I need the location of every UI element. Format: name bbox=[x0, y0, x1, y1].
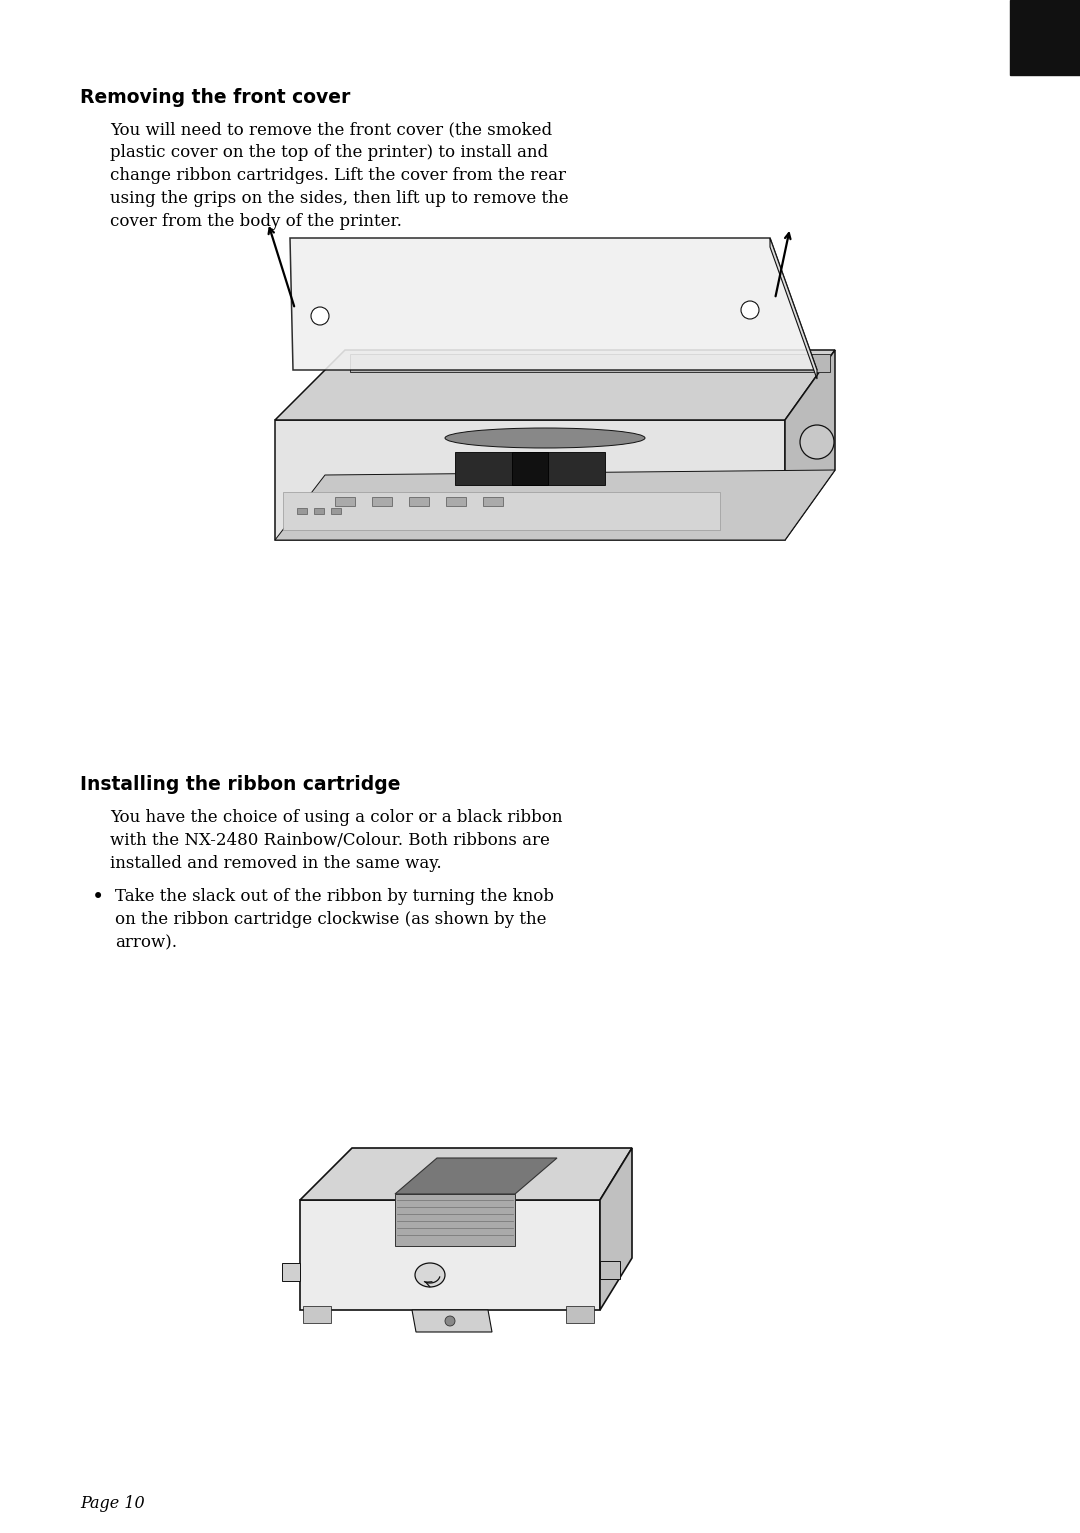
Text: plastic cover on the top of the printer) to install and: plastic cover on the top of the printer)… bbox=[110, 144, 549, 161]
Bar bbox=[303, 1306, 330, 1323]
Polygon shape bbox=[275, 420, 785, 540]
Text: You will need to remove the front cover (the smoked: You will need to remove the front cover … bbox=[110, 121, 552, 138]
Bar bbox=[314, 507, 324, 514]
Bar bbox=[512, 452, 548, 484]
Ellipse shape bbox=[800, 425, 834, 458]
Bar bbox=[446, 497, 465, 506]
Polygon shape bbox=[395, 1194, 515, 1246]
Ellipse shape bbox=[415, 1263, 445, 1288]
Text: change ribbon cartridges. Lift the cover from the rear: change ribbon cartridges. Lift the cover… bbox=[110, 167, 566, 184]
Text: Page 10: Page 10 bbox=[80, 1495, 145, 1512]
Ellipse shape bbox=[445, 428, 645, 448]
Text: arrow).: arrow). bbox=[114, 934, 177, 950]
Polygon shape bbox=[282, 1263, 300, 1282]
Text: Installing the ribbon cartridge: Installing the ribbon cartridge bbox=[80, 776, 401, 794]
Polygon shape bbox=[291, 238, 816, 369]
Circle shape bbox=[741, 300, 759, 319]
Text: Removing the front cover: Removing the front cover bbox=[80, 87, 350, 107]
Text: installed and removed in the same way.: installed and removed in the same way. bbox=[110, 855, 442, 872]
Polygon shape bbox=[600, 1148, 632, 1311]
Bar bbox=[566, 1306, 594, 1323]
Text: on the ribbon cartridge clockwise (as shown by the: on the ribbon cartridge clockwise (as sh… bbox=[114, 911, 546, 927]
Polygon shape bbox=[455, 452, 605, 484]
Text: with the NX-2480 Rainbow/Colour. Both ribbons are: with the NX-2480 Rainbow/Colour. Both ri… bbox=[110, 832, 550, 849]
Polygon shape bbox=[275, 471, 835, 540]
Polygon shape bbox=[600, 1262, 620, 1279]
Circle shape bbox=[311, 307, 329, 325]
Text: You have the choice of using a color or a black ribbon: You have the choice of using a color or … bbox=[110, 809, 563, 826]
Bar bbox=[483, 497, 503, 506]
Bar bbox=[330, 507, 341, 514]
Bar bbox=[335, 497, 355, 506]
Polygon shape bbox=[770, 238, 816, 379]
Bar bbox=[1010, 0, 1080, 75]
Text: using the grips on the sides, then lift up to remove the: using the grips on the sides, then lift … bbox=[110, 190, 569, 207]
Polygon shape bbox=[300, 1200, 600, 1311]
Polygon shape bbox=[411, 1311, 492, 1332]
Polygon shape bbox=[275, 350, 835, 420]
Polygon shape bbox=[395, 1157, 557, 1194]
Circle shape bbox=[445, 1315, 455, 1326]
Polygon shape bbox=[283, 492, 720, 530]
Bar bbox=[297, 507, 307, 514]
Text: •: • bbox=[92, 888, 105, 908]
Polygon shape bbox=[350, 354, 831, 373]
Polygon shape bbox=[300, 1148, 632, 1200]
Text: cover from the body of the printer.: cover from the body of the printer. bbox=[110, 213, 402, 230]
Polygon shape bbox=[785, 350, 835, 540]
Bar bbox=[409, 497, 429, 506]
Bar bbox=[372, 497, 392, 506]
Text: Take the slack out of the ribbon by turning the knob: Take the slack out of the ribbon by turn… bbox=[114, 888, 554, 904]
